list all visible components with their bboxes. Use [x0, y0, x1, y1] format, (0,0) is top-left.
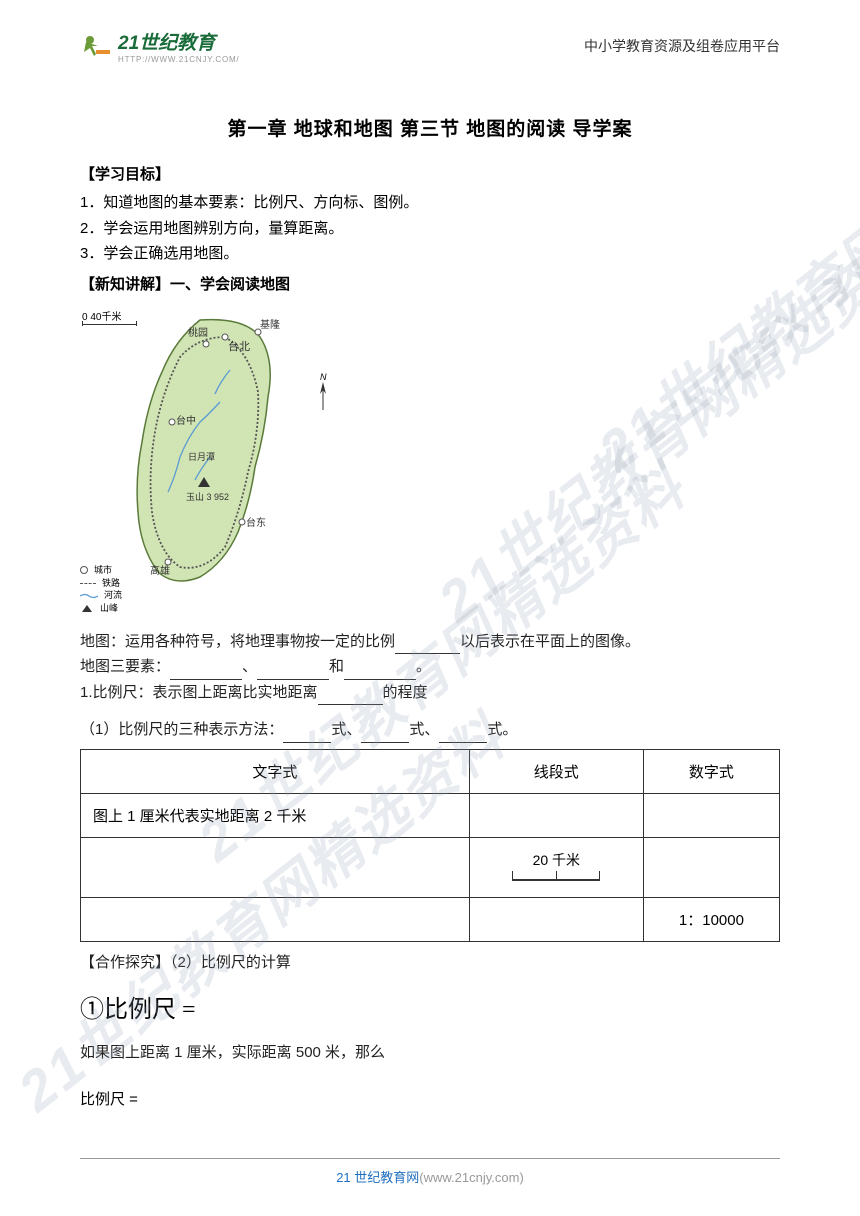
svg-text:日月潭: 日月潭 — [188, 452, 215, 462]
table-header: 文字式 — [81, 749, 470, 793]
new-knowledge-heading: 【新知讲解】一、学会阅读地图 — [80, 273, 780, 294]
map-legend: 城市 铁路 河流 山峰 — [80, 564, 122, 614]
svg-text:N: N — [320, 372, 327, 382]
logo-icon — [80, 32, 112, 60]
svg-text:台北: 台北 — [228, 339, 250, 353]
cooperation-heading: 【合作探究】（2）比例尺的计算 — [80, 950, 780, 976]
svg-text:高雄: 高雄 — [150, 564, 170, 577]
table-cell — [81, 897, 470, 941]
example-text: 如果图上距离 1 厘米，实际距离 500 米，那么 — [80, 1040, 780, 1066]
table-cell — [469, 793, 643, 837]
compass-icon: N — [314, 372, 332, 417]
svg-text:台东: 台东 — [246, 516, 266, 529]
table-header: 线段式 — [469, 749, 643, 793]
svg-text:基隆: 基隆 — [260, 318, 280, 331]
page-header: 21世纪教育 HTTP://WWW.21CNJY.COM/ 中小学教育资源及组卷… — [0, 0, 860, 74]
table-row: 1：10000 — [81, 897, 780, 941]
logo-text: 21世纪教育 — [118, 28, 239, 55]
scale-methods-table: 文字式 线段式 数字式 图上 1 厘米代表实地距离 2 千米 20 千米 — [80, 749, 780, 942]
table-header-row: 文字式 线段式 数字式 — [81, 749, 780, 793]
content-area: 第一章 地球和地图 第三节 地图的阅读 导学案 【学习目标】 1．知道地图的基本… — [0, 114, 860, 1109]
table-header: 数字式 — [643, 749, 779, 793]
table-cell: 1：10000 — [643, 897, 779, 941]
table-row: 图上 1 厘米代表实地距离 2 千米 — [81, 793, 780, 837]
objective-item: 2．学会运用地图辨别方向，量算距离。 — [80, 216, 780, 242]
header-subtitle: 中小学教育资源及组卷应用平台 — [584, 36, 780, 56]
formula-1: ①比例尺 = — [80, 989, 780, 1024]
objective-item: 3．学会正确选用地图。 — [80, 241, 780, 267]
scale-methods-intro: （1）比例尺的三种表示方法：式、式、式。 — [80, 717, 780, 743]
map-scale-bar: 0 40千米 — [82, 308, 137, 325]
svg-text:玉山 3 952: 玉山 3 952 — [186, 492, 229, 502]
table-cell: 图上 1 厘米代表实地距离 2 千米 — [81, 793, 470, 837]
objective-item: 1．知道地图的基本要素：比例尺、方向标、图例。 — [80, 190, 780, 216]
table-cell — [643, 793, 779, 837]
logo: 21世纪教育 HTTP://WWW.21CNJY.COM/ — [80, 28, 239, 64]
taiwan-map: 桃园 基隆 台北 台中 日月潭 玉山 3 952 台东 高雄 0 40千米 N — [80, 302, 340, 617]
map-definition-line: 地图：运用各种符号，将地理事物按一定的比例以后表示在平面上的图像。 — [80, 629, 780, 655]
svg-text:桃园: 桃园 — [188, 326, 208, 339]
logo-url: HTTP://WWW.21CNJY.COM/ — [118, 55, 239, 64]
formula-2: 比例尺 = — [80, 1088, 780, 1109]
footer-text: 21 世纪教育网 — [336, 1170, 419, 1185]
table-cell: 20 千米 — [469, 837, 643, 897]
page-footer: 21 世纪教育网(www.21cnjy.com) — [0, 1158, 860, 1186]
scale-definition-line: 1.比例尺：表示图上距离比实地距离的程度 — [80, 680, 780, 706]
footer-url: (www.21cnjy.com) — [419, 1170, 524, 1185]
learning-objectives-heading: 【学习目标】 — [80, 163, 780, 184]
three-elements-line: 地图三要素：、和。 — [80, 654, 780, 680]
table-row: 20 千米 — [81, 837, 780, 897]
svg-text:台中: 台中 — [176, 414, 196, 427]
table-cell — [469, 897, 643, 941]
page-title: 第一章 地球和地图 第三节 地图的阅读 导学案 — [80, 114, 780, 141]
table-cell — [81, 837, 470, 897]
table-cell — [643, 837, 779, 897]
